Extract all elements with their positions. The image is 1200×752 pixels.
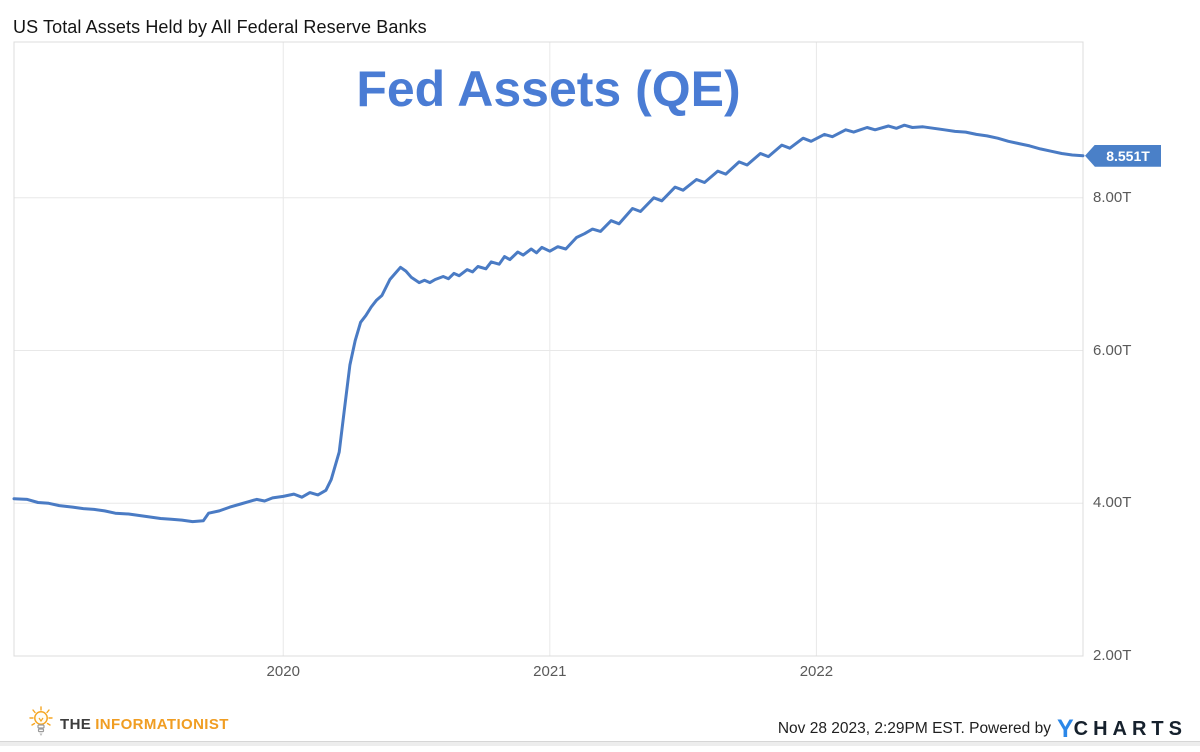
chart-annotation-title: Fed Assets (QE) bbox=[356, 61, 741, 117]
timestamp-text: Nov 28 2023, 2:29PM EST. Powered by bbox=[777, 720, 1051, 737]
x-axis-tick-label: 2020 bbox=[266, 663, 300, 680]
brand-text: THE INFORMATIONIST bbox=[60, 716, 229, 733]
last-value-badge: 8.551T bbox=[1085, 144, 1161, 167]
y-axis-tick-label: 8.00T bbox=[1093, 188, 1132, 206]
ycharts-logo: Y CHARTS bbox=[1056, 715, 1187, 743]
y-axis-tick-label: 4.00T bbox=[1093, 494, 1132, 512]
y-axis-tick-label: 6.00T bbox=[1093, 341, 1132, 359]
series-title: US Total Assets Held by All Federal Rese… bbox=[13, 17, 427, 37]
informationist-logo: THE INFORMATIONIST bbox=[28, 705, 229, 743]
line-chart-canvas bbox=[12, 41, 1085, 657]
x-axis-tick-label: 2022 bbox=[799, 663, 834, 680]
footer: THE INFORMATIONIST Nov 28 2023, 2:29PM ES… bbox=[0, 700, 1200, 746]
lightbulb-icon bbox=[28, 705, 54, 743]
chart-area: Fed Assets (QE) 2.00T 4.00T 6.00T 8.00T 2020… bbox=[12, 41, 1161, 680]
ycharts-y-mark: Y bbox=[1056, 715, 1074, 743]
bottom-divider bbox=[0, 741, 1200, 746]
attribution: Nov 28 2023, 2:29PM EST. Powered by Y CH… bbox=[778, 716, 1187, 742]
ycharts-wordmark: CHARTS bbox=[1073, 718, 1187, 740]
brand-word-informationist: INFORMATIONIST bbox=[95, 715, 229, 733]
y-axis-tick-label: 2.00T bbox=[1093, 647, 1132, 664]
x-axis-tick-label: 2021 bbox=[533, 663, 567, 680]
brand-word-the: THE bbox=[60, 715, 92, 733]
